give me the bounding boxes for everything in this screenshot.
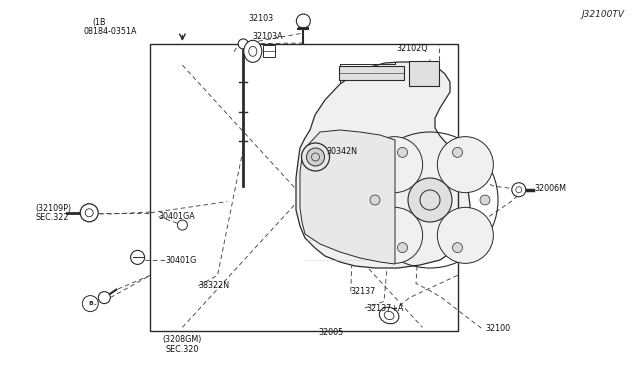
Circle shape (452, 147, 463, 157)
Circle shape (367, 137, 422, 193)
Ellipse shape (244, 40, 262, 62)
Text: 30401G: 30401G (165, 256, 196, 265)
Text: 32102Q: 32102Q (397, 44, 428, 53)
Text: 30342N: 30342N (326, 147, 357, 156)
Circle shape (370, 195, 380, 205)
Circle shape (397, 147, 408, 157)
Circle shape (80, 204, 98, 222)
Text: 32100: 32100 (485, 324, 510, 333)
Text: (1B: (1B (93, 18, 106, 27)
Bar (150, 44, 458, 331)
Text: 32006M: 32006M (534, 185, 566, 193)
Bar (339, 66, 404, 80)
Circle shape (437, 207, 493, 263)
Circle shape (177, 220, 188, 230)
Text: SEC.322: SEC.322 (35, 213, 68, 222)
Circle shape (131, 250, 145, 264)
Circle shape (437, 137, 493, 193)
Text: 38322N: 38322N (198, 281, 230, 290)
Text: 08184-0351A: 08184-0351A (83, 27, 137, 36)
Circle shape (367, 207, 422, 263)
Text: 32005: 32005 (318, 328, 343, 337)
Polygon shape (300, 130, 395, 264)
Circle shape (301, 143, 330, 171)
Circle shape (512, 183, 526, 197)
Text: J32100TV: J32100TV (581, 10, 624, 19)
Bar (409, 61, 439, 86)
Circle shape (307, 148, 324, 166)
Circle shape (238, 39, 248, 49)
Circle shape (397, 243, 408, 253)
Polygon shape (296, 62, 470, 268)
Text: 30401GA: 30401GA (159, 212, 195, 221)
Text: (3208GM): (3208GM) (163, 335, 202, 344)
Text: 32137: 32137 (351, 287, 376, 296)
Text: (32109P): (32109P) (35, 204, 71, 213)
Text: 32137+A: 32137+A (366, 304, 403, 312)
Circle shape (99, 292, 110, 304)
Text: B: B (88, 301, 93, 306)
Ellipse shape (380, 307, 399, 324)
Bar (263, 45, 275, 57)
Text: 32103A: 32103A (253, 32, 284, 41)
Circle shape (480, 195, 490, 205)
Text: SEC.320: SEC.320 (166, 345, 199, 354)
Circle shape (408, 178, 452, 222)
Circle shape (452, 243, 463, 253)
Text: 32103: 32103 (248, 14, 273, 23)
